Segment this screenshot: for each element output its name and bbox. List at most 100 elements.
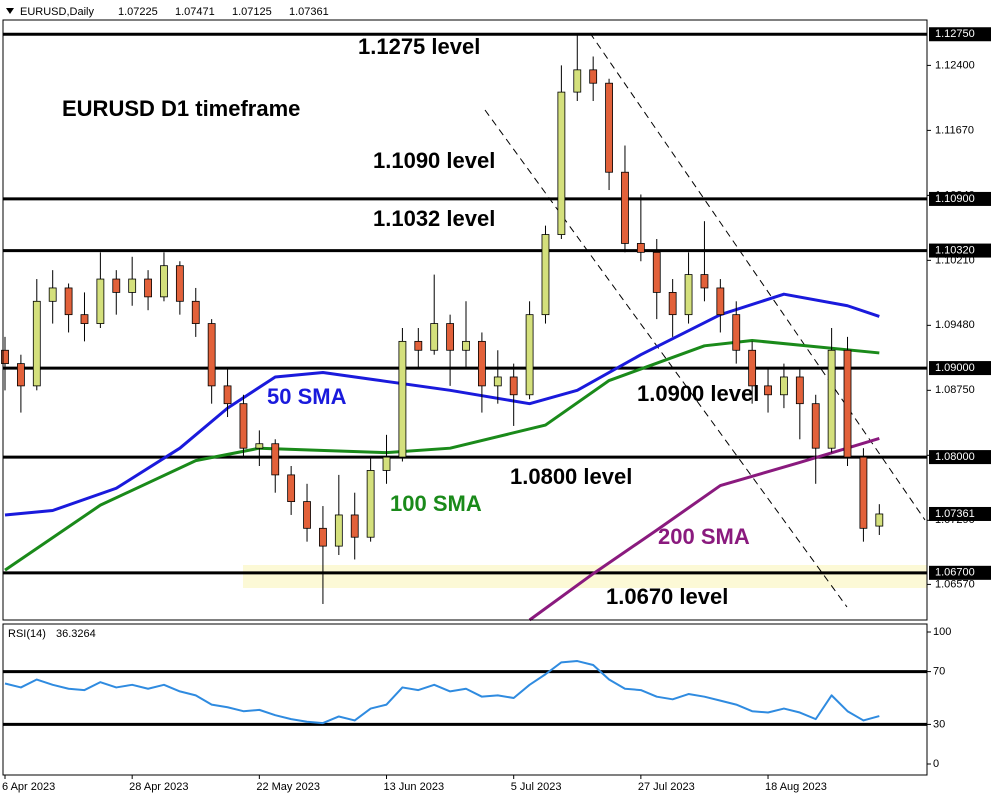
candle-body (477, 340, 486, 387)
y-tick-label: 1.11670 (935, 124, 974, 136)
candle-body (382, 456, 391, 471)
sma-line (528, 436, 880, 622)
open: 1.07225 (118, 6, 158, 18)
series-label: 50 SMA (267, 384, 347, 409)
candle-body (239, 403, 248, 449)
candle-body (303, 501, 311, 529)
candle-body (128, 278, 137, 293)
series-label: 200 SMA (658, 524, 750, 549)
menu-arrow (6, 8, 14, 14)
rsi-tick-label: 70 (933, 666, 945, 678)
candle-body (573, 69, 582, 93)
candle-body (191, 300, 200, 324)
candle-body (175, 265, 184, 302)
candle-body (287, 474, 296, 503)
level-label-box (929, 361, 991, 376)
level-label: 1.08000 (935, 451, 975, 463)
candle-body (652, 251, 661, 293)
rsi-tick-label: 30 (933, 718, 945, 730)
candle-body (430, 323, 439, 351)
candle-body (509, 376, 518, 396)
candle-body (144, 278, 152, 298)
rsi-tick-label: 100 (933, 626, 951, 638)
symbol: EURUSD,Daily (20, 6, 94, 18)
candle-body (589, 69, 598, 84)
candle-body (319, 527, 327, 547)
candle-body (541, 234, 550, 316)
candle-body (255, 443, 264, 449)
series-label: 100 SMA (390, 491, 482, 516)
candle-body (462, 340, 470, 351)
candle-body (334, 514, 343, 547)
candle-body (700, 274, 709, 289)
annotation: 1.0800 level (510, 464, 632, 489)
candle-body (1, 349, 9, 365)
candle-body (748, 349, 757, 387)
rsi-value: 36.3264 (56, 628, 96, 640)
candle-body (827, 349, 836, 449)
annotation: 1.0900 level (637, 381, 759, 406)
candle-body (493, 376, 502, 387)
channel-line (484, 109, 848, 608)
level-label: 1.06700 (935, 567, 975, 579)
support-zone (243, 565, 927, 588)
y-tick-label: 1.12400 (935, 59, 975, 71)
sma-line (4, 292, 880, 517)
rsi-name: RSI(14) (8, 628, 46, 640)
x-tick-label: 27 Jul 2023 (638, 781, 695, 793)
x-tick-label: 28 Apr 2023 (129, 781, 188, 793)
candle-body (80, 314, 89, 324)
x-tick-label: 22 May 2023 (256, 781, 320, 793)
last-price-label: 1.07361 (935, 508, 975, 520)
close: 1.07361 (289, 6, 329, 18)
candle-body (621, 171, 629, 244)
high: 1.07471 (175, 6, 215, 18)
candle-body (366, 470, 375, 538)
level-label: 1.09000 (935, 362, 975, 374)
rsi-line (4, 660, 880, 725)
candle-body (112, 278, 121, 293)
level-label-box (929, 27, 991, 42)
candle-body (716, 287, 725, 316)
candle-body (96, 278, 105, 324)
candle-body (525, 314, 534, 396)
candle-body (16, 363, 25, 387)
last-price-box (929, 506, 991, 521)
channel-line (589, 32, 926, 521)
sma-line (4, 338, 880, 572)
annotation: 1.1275 level (358, 34, 480, 59)
annotation: 1.1090 level (373, 148, 495, 173)
candle-body (811, 403, 820, 449)
candle-body (350, 514, 359, 538)
candle-body (414, 340, 423, 351)
rsi-frame (2, 623, 928, 776)
candle-body (668, 292, 677, 316)
annotation: 1.1032 level (373, 206, 495, 231)
level-label: 1.10900 (935, 193, 975, 205)
x-tick-label: 18 Aug 2023 (765, 781, 827, 793)
price-panel (1, 32, 927, 622)
price-frame (2, 19, 928, 621)
candle-body (764, 385, 772, 396)
candle-body (48, 287, 57, 302)
candle-body (795, 376, 804, 405)
y-tick-label: 1.09480 (935, 319, 975, 331)
y-tick-label: 1.06570 (935, 578, 975, 590)
y-tick-label: 1.08750 (935, 384, 975, 396)
candle-body (207, 323, 216, 387)
rsi-tick-label: 0 (933, 758, 939, 770)
annotation: EURUSD D1 timeframe (62, 96, 300, 121)
x-tick-label: 6 Apr 2023 (2, 781, 55, 793)
candle-body (636, 243, 645, 253)
candle-body (398, 340, 407, 458)
level-label: 1.10320 (935, 244, 975, 256)
candle-body (223, 385, 232, 405)
candle-body (684, 274, 693, 316)
candle-body (780, 376, 788, 396)
candle-body (843, 349, 852, 458)
candle-body (271, 443, 280, 476)
candle-body (605, 82, 613, 173)
candle-body (557, 91, 566, 235)
level-label-box (929, 243, 991, 258)
candle-body (859, 456, 868, 529)
